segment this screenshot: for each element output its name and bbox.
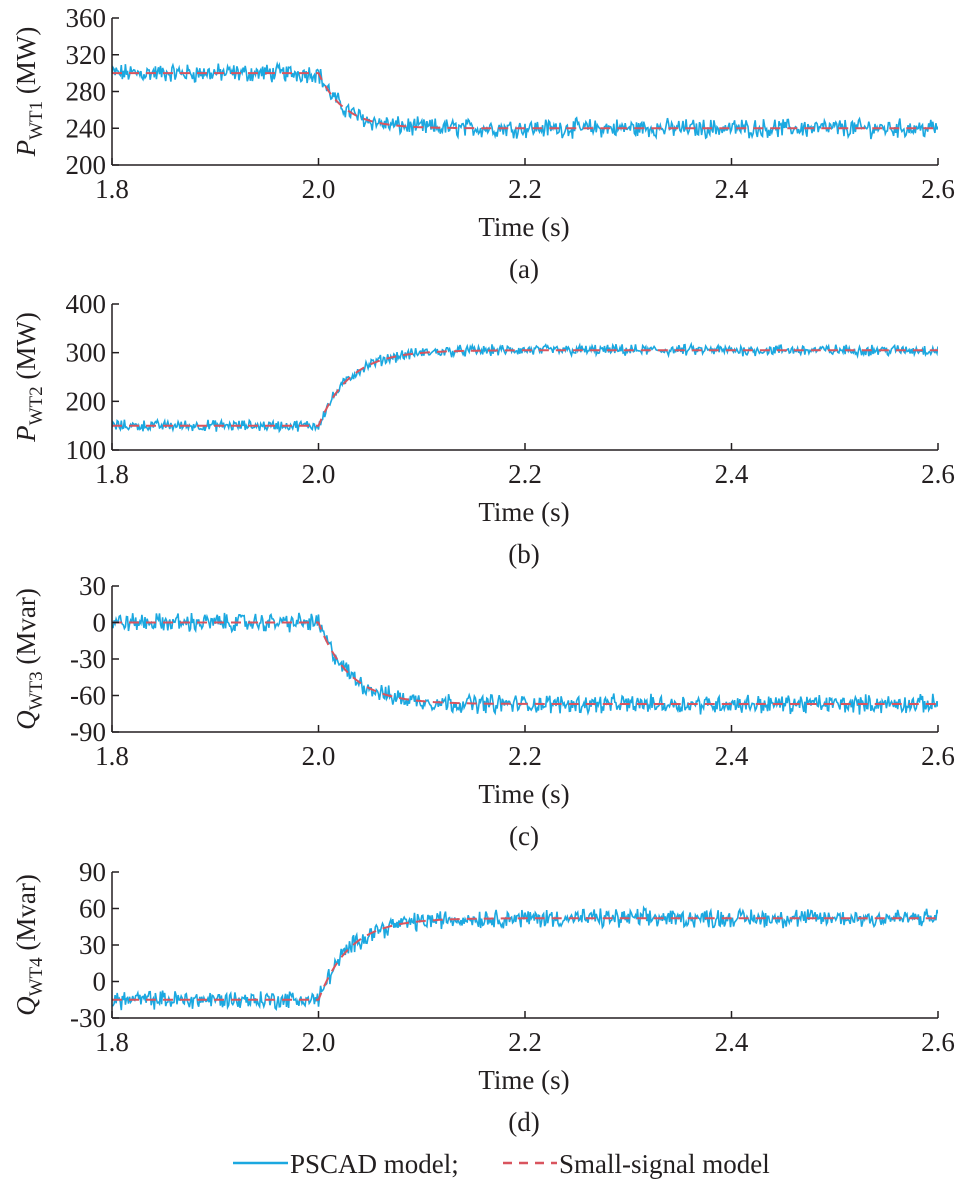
panel-caption: (d): [508, 1107, 539, 1137]
x-tick-label: 2.2: [508, 1027, 542, 1057]
y-tick-label: 200: [66, 386, 107, 416]
panel-caption: (c): [509, 821, 539, 851]
y-axis-label: QWT4 (Mvar): [11, 874, 47, 1016]
x-axis-label: Time (s): [478, 212, 569, 242]
y-tick-label: 400: [66, 289, 107, 319]
x-tick-label: 1.8: [95, 1027, 129, 1057]
series-small-signal-line: [112, 349, 938, 427]
x-axis-label: Time (s): [478, 497, 569, 527]
y-tick-label: 300: [66, 338, 107, 368]
x-tick-label: 2.0: [302, 1027, 336, 1057]
series-pscad-line: [112, 905, 938, 1011]
y-tick-label: 200: [66, 150, 107, 180]
panels: 1.8 2.0 2.2 2.4 2.6 200 240 280 320 360 Time (s) (a…: [11, 3, 955, 1137]
x-tick-label: 2.6: [921, 459, 955, 489]
x-tick-label: 2.6: [921, 174, 955, 204]
x-tick-label: 2.2: [508, 174, 542, 204]
y-tick-label: 320: [66, 40, 107, 70]
y-tick-label: -30: [70, 644, 106, 674]
x-tick-label: 2.4: [715, 174, 749, 204]
y-tick-label: 30: [79, 930, 106, 960]
x-tick-label: 2.0: [302, 741, 336, 771]
y-tick-label: 90: [79, 857, 106, 887]
x-axis-label: Time (s): [478, 1065, 569, 1095]
x-tick-label: 2.4: [715, 1027, 749, 1057]
series-small-signal-line: [112, 917, 938, 1001]
y-tick-label: 360: [66, 3, 107, 33]
panel-d: 1.8 2.0 2.2 2.4 2.6 -30 0 30 60 90 Time (s) (d) QWT4…: [11, 857, 955, 1137]
panel-a: 1.8 2.0 2.2 2.4 2.6 200 240 280 320 360 Time (s) (a…: [11, 3, 955, 284]
x-tick-label: 2.2: [508, 459, 542, 489]
series-small-signal-line: [112, 621, 938, 705]
legend: PSCAD model; Small-signal model: [233, 1149, 770, 1179]
y-axis-label: PWT2 (MW): [11, 312, 47, 443]
x-tick-label: 2.6: [921, 741, 955, 771]
y-axis-label: QWT3 (Mvar): [11, 588, 47, 730]
y-axis-label: PWT1 (MW): [11, 27, 47, 158]
y-tick-label: 60: [79, 894, 106, 924]
series-pscad-line: [112, 341, 938, 434]
legend-pscad-label: PSCAD model;: [290, 1149, 459, 1179]
legend-small-signal-label: Small-signal model: [559, 1149, 770, 1179]
x-tick-label: 2.0: [302, 459, 336, 489]
y-tick-label: 100: [66, 435, 107, 465]
y-tick-label: -30: [70, 1003, 106, 1033]
panel-b: 1.8 2.0 2.2 2.4 2.6 100 200 300 400 Time (s) (b) PW…: [11, 289, 955, 569]
y-tick-label: 240: [66, 113, 107, 143]
y-tick-label: 0: [93, 608, 107, 638]
x-tick-label: 1.8: [95, 459, 129, 489]
series-pscad-line: [112, 612, 938, 716]
panel-caption: (a): [509, 254, 539, 284]
y-tick-label: -90: [70, 717, 106, 747]
x-tick-label: 1.8: [95, 741, 129, 771]
y-tick-label: 0: [93, 967, 107, 997]
x-axis-label: Time (s): [478, 779, 569, 809]
x-tick-label: 2.0: [302, 174, 336, 204]
panel-c: 1.8 2.0 2.2 2.4 2.6 -90 -60 -30 0 30 Time (s) (c) QW…: [11, 571, 955, 851]
x-tick-label: 2.2: [508, 741, 542, 771]
x-tick-label: 2.4: [715, 741, 749, 771]
series-pscad-line: [112, 60, 938, 141]
x-tick-label: 1.8: [95, 174, 129, 204]
x-tick-label: 2.6: [921, 1027, 955, 1057]
series-small-signal-line: [112, 72, 938, 130]
y-tick-label: 30: [79, 571, 106, 601]
y-tick-label: 280: [66, 77, 107, 107]
panel-caption: (b): [508, 539, 539, 569]
x-tick-label: 2.4: [715, 459, 749, 489]
y-tick-label: -60: [70, 681, 106, 711]
